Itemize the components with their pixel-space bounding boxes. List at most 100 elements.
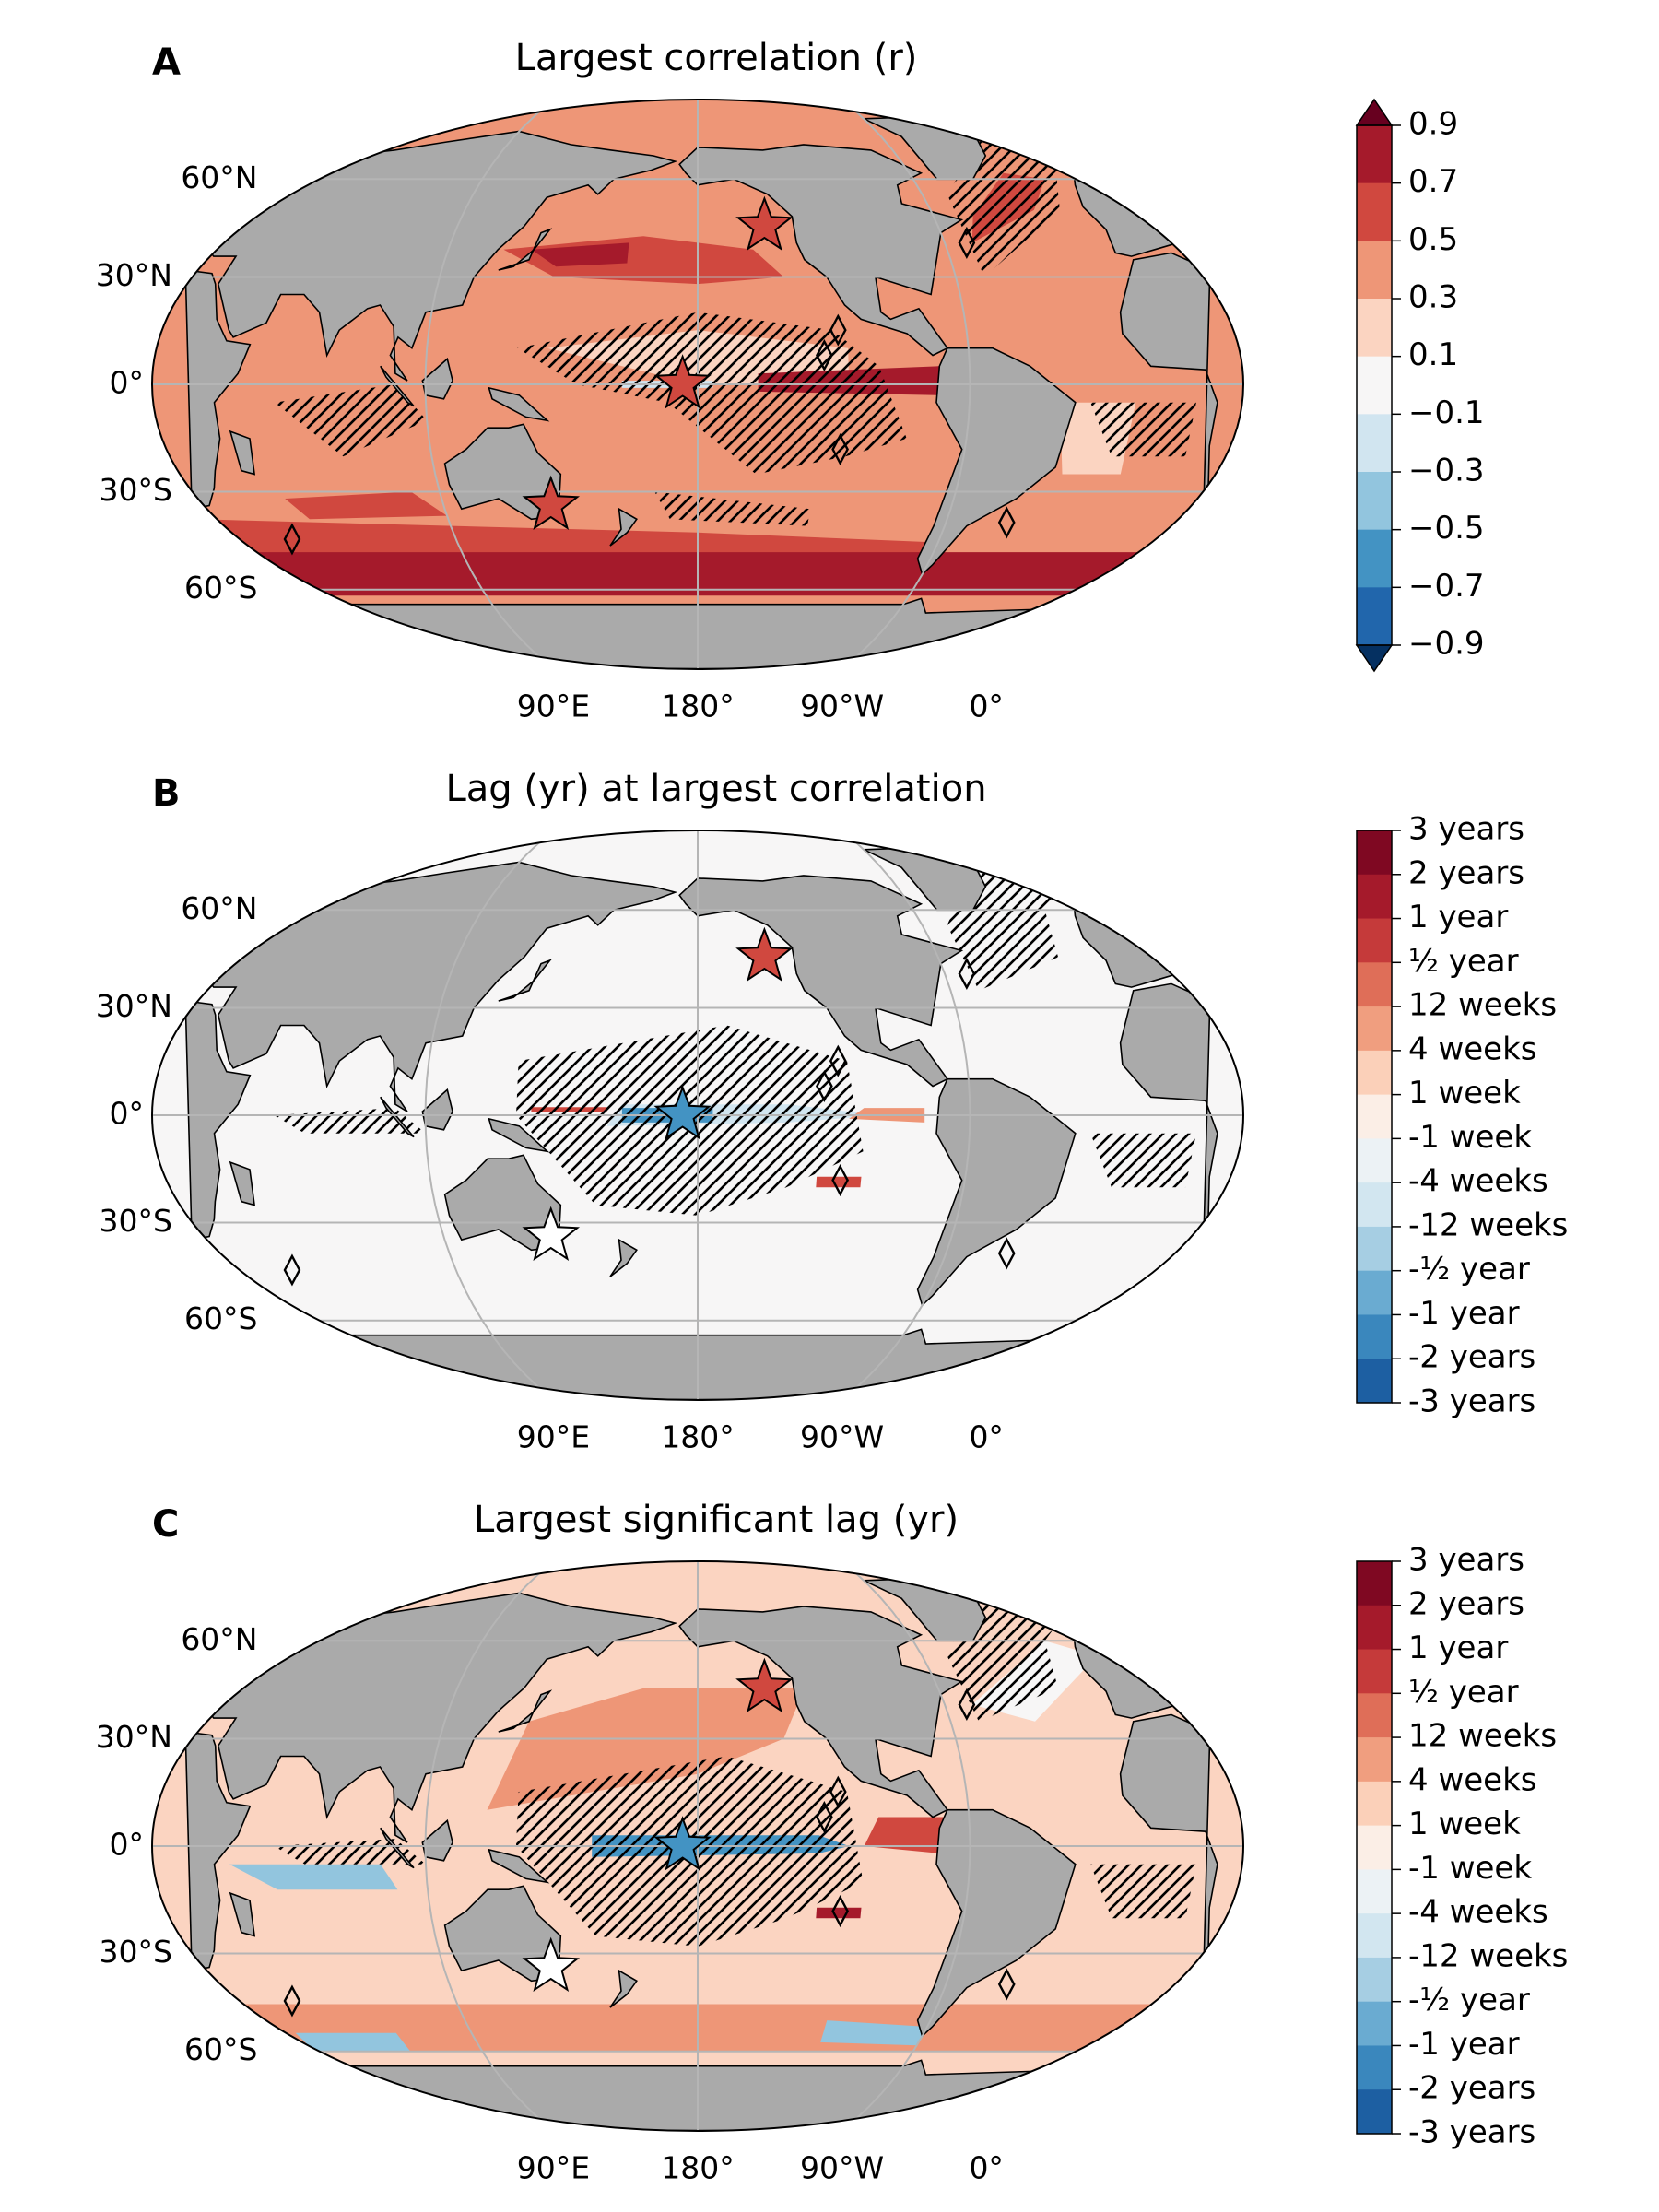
ocean-field <box>816 1907 862 1919</box>
land <box>443 1885 562 1983</box>
colorbar-band <box>1357 356 1392 415</box>
colorbar-tick-label: 0.1 <box>1408 336 1458 373</box>
site-diamond <box>816 1069 833 1103</box>
colorbar-band <box>1357 1359 1392 1404</box>
site-diamond <box>829 1044 847 1077</box>
land <box>498 228 553 271</box>
site-star <box>653 354 712 409</box>
land <box>498 1689 553 1733</box>
colorbar-tick-label: 0.7 <box>1408 163 1458 200</box>
graticule <box>424 1561 555 2131</box>
colorbar-tick-label: 1 week <box>1408 1806 1521 1842</box>
lat-label: 60°S <box>184 1300 257 1336</box>
land <box>184 1731 252 1972</box>
lat-label: 30°N <box>96 1719 172 1755</box>
colorbar-tick-label: 4 weeks <box>1408 1761 1537 1798</box>
site-diamond <box>997 506 1016 539</box>
panel-letter: A <box>152 41 181 84</box>
colorbar-extend <box>1355 644 1394 673</box>
colorbar-band <box>1357 414 1392 473</box>
colorbar-band <box>1357 1270 1392 1315</box>
colorbar-tick-label: ½ year <box>1408 1674 1519 1711</box>
map-border <box>151 830 1244 1401</box>
colorbar-tick-label: −0.9 <box>1408 626 1485 663</box>
land <box>916 1808 1077 2038</box>
colorbar-band <box>1357 1649 1392 1694</box>
lon-label: 0° <box>969 2150 1004 2186</box>
colorbar-tick-label: 12 weeks <box>1408 987 1557 1024</box>
land <box>380 1096 415 1138</box>
lon-label: 0° <box>969 688 1004 724</box>
site-star <box>522 475 581 531</box>
colorbar-band <box>1357 1781 1392 1827</box>
lon-label: 90°W <box>800 688 884 724</box>
colorbar-tick-label: 0.5 <box>1408 221 1458 258</box>
colorbar-tick-label: 12 weeks <box>1408 1718 1557 1755</box>
lat-label: 60°N <box>181 159 257 195</box>
colorbar-tick-label: -2 years <box>1408 2070 1535 2107</box>
lat-label: 0° <box>110 1096 145 1132</box>
colorbar-tick-label: -4 weeks <box>1408 1163 1548 1200</box>
land <box>202 130 678 382</box>
land <box>184 269 252 511</box>
land <box>488 1848 550 1884</box>
colorbar-tick-label: 1 year <box>1408 899 1508 935</box>
land <box>678 1606 964 1818</box>
colorbar-tick-label: −0.7 <box>1408 568 1485 605</box>
colorbar-band <box>1357 299 1392 358</box>
colorbar-frame <box>1356 124 1393 646</box>
colorbar-tick-label: -3 years <box>1408 2114 1535 2151</box>
colorbar-tick-label: 3 years <box>1408 1542 1524 1579</box>
panel: A Largest correlation (r) 60°N 30°N 0° 30°S 60… <box>96 37 1485 724</box>
panel-letter: C <box>152 1503 179 1546</box>
land <box>229 1160 256 1206</box>
colorbar-band <box>1357 1913 1392 1959</box>
lat-label: 60°N <box>181 1621 257 1657</box>
colorbar-tick-label: 2 years <box>1408 854 1524 891</box>
colorbar-band <box>1357 1869 1392 1914</box>
site-diamond <box>816 338 833 372</box>
lat-label: 30°S <box>99 472 171 508</box>
lon-label: 180° <box>661 688 735 724</box>
lat-label: 60°S <box>184 2031 257 2067</box>
site-star <box>653 1816 712 1871</box>
lon-label: 180° <box>661 2150 735 2186</box>
colorbar-frame <box>1356 1560 1393 2135</box>
ocean-field <box>864 1817 946 1853</box>
site-diamond <box>283 1253 301 1287</box>
colorbar-tick-label: 4 weeks <box>1408 1030 1537 1067</box>
colorbar-frame <box>1356 830 1393 1404</box>
colorbar-band <box>1357 125 1392 184</box>
land <box>202 861 678 1112</box>
colorbar-tick-label: -1 week <box>1408 1850 1532 1887</box>
map-border <box>151 99 1244 670</box>
colorbar-band <box>1357 918 1392 963</box>
colorbar-tick-label: −0.3 <box>1408 453 1485 489</box>
lon-label: 90°W <box>800 1419 884 1455</box>
colorbar-tick-label: 0.3 <box>1408 279 1458 316</box>
colorbar-band <box>1357 529 1392 588</box>
land <box>443 423 562 521</box>
ocean-field <box>295 2032 411 2052</box>
significance-hatch <box>275 384 428 457</box>
colorbar-band <box>1357 1314 1392 1359</box>
graticule <box>841 100 971 669</box>
site-diamond <box>283 1984 301 2018</box>
colorbar-band <box>1357 1050 1392 1096</box>
land <box>202 1592 678 1843</box>
land <box>229 1891 256 1937</box>
lat-label: 60°S <box>184 570 257 606</box>
colorbar-band <box>1357 2045 1392 2090</box>
panel: C Largest significant lag (yr) 60°N 30°N 0° 3… <box>96 1499 1569 2186</box>
graticule <box>424 100 555 669</box>
site-diamond <box>997 1237 1016 1270</box>
ocean-field <box>816 1176 862 1188</box>
land <box>916 347 1077 576</box>
colorbar-tick-label: −0.5 <box>1408 510 1485 547</box>
colorbar-tick-label: -½ year <box>1408 1982 1530 2018</box>
land <box>488 1117 550 1153</box>
colorbar-band <box>1357 962 1392 1007</box>
lon-label: 180° <box>661 1419 735 1455</box>
land <box>229 429 256 476</box>
colorbar-band <box>1357 241 1392 300</box>
